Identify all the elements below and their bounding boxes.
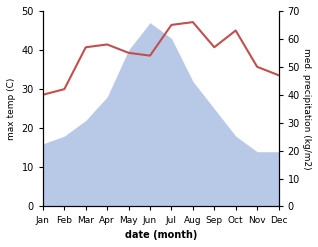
Y-axis label: max temp (C): max temp (C) <box>7 78 16 140</box>
Y-axis label: med. precipitation (kg/m2): med. precipitation (kg/m2) <box>302 48 311 169</box>
X-axis label: date (month): date (month) <box>125 230 197 240</box>
